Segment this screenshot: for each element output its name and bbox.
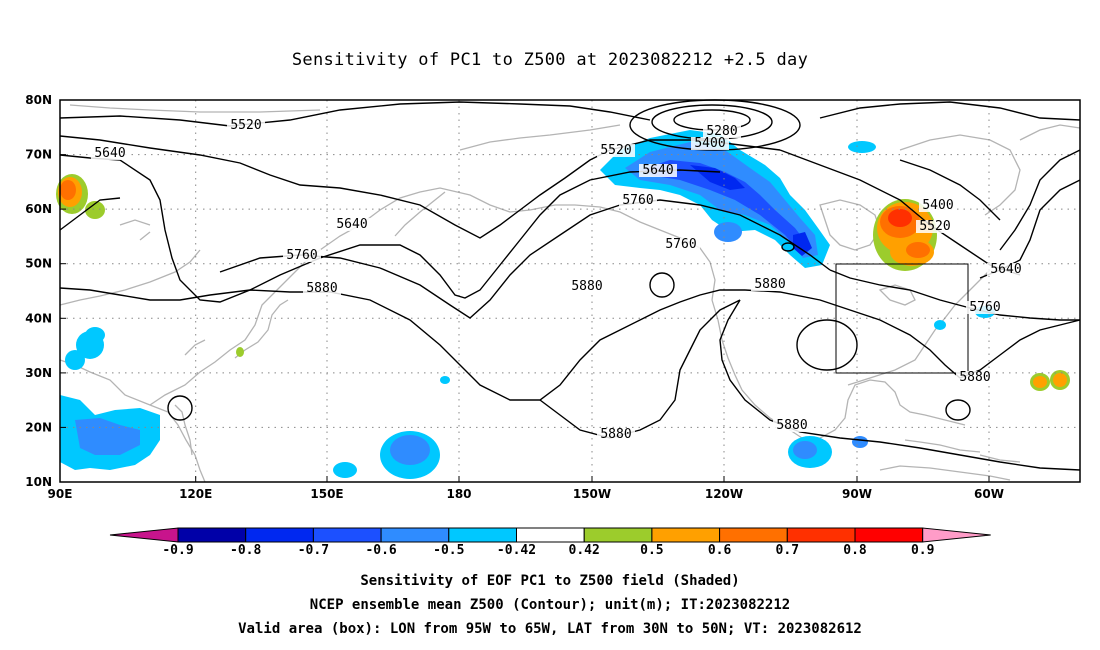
svg-text:5640: 5640 — [336, 217, 367, 232]
colorbar-segment — [854, 527, 924, 543]
colorbar-segment — [177, 527, 247, 543]
colorbar-low-extend — [109, 527, 179, 543]
contour-label: 5760 — [662, 237, 700, 252]
svg-text:5760: 5760 — [622, 193, 653, 208]
contour-label: 5640 — [333, 217, 371, 232]
colorbar-tick-label: 0.9 — [910, 543, 935, 558]
contour-label: 5760 — [966, 300, 1004, 315]
svg-text:5640: 5640 — [94, 146, 125, 161]
lat-tick-label: 30N — [25, 366, 52, 380]
colorbar-high-extend — [922, 527, 991, 543]
colorbar-segment — [786, 527, 856, 543]
lon-tick-label: 90W — [842, 487, 872, 501]
svg-text:5640: 5640 — [642, 163, 673, 178]
contour-label: 5640 — [987, 262, 1025, 277]
grid — [60, 100, 1080, 482]
colorbar-tick-label: 0.8 — [843, 543, 867, 558]
colorbar-segment — [448, 527, 517, 543]
colorbar-segment — [380, 527, 450, 543]
lon-tick-label: 120E — [179, 487, 212, 501]
contour-label: 5520 — [597, 143, 635, 158]
colorbar — [109, 527, 991, 543]
lon-tick-label: 150W — [573, 487, 611, 501]
colorbar-tick-label: -0.9 — [162, 543, 194, 558]
svg-text:5880: 5880 — [776, 418, 807, 433]
lon-tick-label: 60W — [974, 487, 1004, 501]
contour-label: 5280 — [703, 124, 741, 139]
colorbar-tick-label: 0.42 — [568, 543, 600, 558]
colorbar-segment — [583, 527, 653, 543]
colorbar-tick-label: -0.6 — [365, 543, 397, 558]
lat-tick-label: 50N — [25, 257, 52, 271]
svg-text:5520: 5520 — [600, 143, 631, 158]
contour-label: 5520 — [227, 118, 265, 133]
svg-text:5880: 5880 — [959, 370, 990, 385]
contour-label: 5880 — [751, 277, 789, 292]
contour-label: 5880 — [568, 279, 606, 294]
lon-tick-labels: 90E 120E 150E 180 150W 120W 90W 60W — [48, 476, 1004, 501]
contour-label: 5760 — [619, 193, 657, 208]
svg-text:5880: 5880 — [306, 281, 337, 296]
contour-label: 5760 — [283, 248, 321, 263]
svg-text:5880: 5880 — [600, 427, 631, 442]
lat-tick-labels: 80N 70N 60N 50N 40N 30N 20N 10N — [25, 93, 66, 489]
colorbar-segment — [245, 527, 314, 543]
svg-text:5520: 5520 — [919, 219, 950, 234]
lat-tick-label: 80N — [25, 93, 52, 107]
chart-title: Sensitivity of PC1 to Z500 at 2023082212… — [291, 50, 809, 70]
colorbar-segment — [719, 527, 788, 543]
contour-label: 5640 — [91, 146, 129, 161]
svg-text:5400: 5400 — [694, 136, 725, 151]
svg-text:5880: 5880 — [754, 277, 785, 292]
lon-tick-label: 180 — [446, 487, 471, 501]
colorbar-segment — [651, 527, 721, 543]
caption-line-1: Sensitivity of EOF PC1 to Z500 field (Sh… — [360, 573, 740, 589]
colorbar-tick-label: 0.7 — [775, 543, 800, 558]
lon-tick-label: 120W — [705, 487, 743, 501]
caption-line-2: NCEP ensemble mean Z500 (Contour); unit(… — [309, 597, 791, 613]
colorbar-segment — [516, 527, 585, 543]
svg-text:5760: 5760 — [286, 248, 317, 263]
lat-tick-label: 40N — [25, 311, 52, 325]
contour-label: 5400 — [919, 198, 957, 213]
lat-tick-label: 60N — [25, 202, 52, 216]
map-frame — [59, 99, 1081, 483]
svg-text:5520: 5520 — [230, 118, 261, 133]
colorbar-tick-label: -0.7 — [297, 543, 330, 558]
contour-label: 5400 — [691, 136, 729, 151]
lat-tick-label: 10N — [25, 475, 52, 489]
contour-label: 5520 — [916, 219, 954, 234]
svg-text:5280: 5280 — [706, 124, 737, 139]
contour-labels: 5520564052805400552056405760564057605760… — [91, 118, 1025, 442]
colorbar-tick-label: -0.8 — [230, 543, 262, 558]
colorbar-tick-label: 0.6 — [707, 543, 732, 558]
colorbar-tick-label: -0.42 — [496, 543, 537, 558]
svg-text:5400: 5400 — [922, 198, 953, 213]
contour-label: 5880 — [597, 427, 635, 442]
contour-label: 5880 — [773, 418, 811, 433]
contour-label: 5880 — [956, 370, 994, 385]
lat-tick-label: 20N — [25, 420, 52, 434]
svg-text:5640: 5640 — [990, 262, 1021, 277]
caption-line-3: Valid area (box): LON from 95W to 65W, L… — [238, 621, 862, 637]
colorbar-tick-label: -0.5 — [433, 543, 465, 558]
contour-label: 5640 — [639, 163, 677, 178]
colorbar-segment — [312, 527, 382, 543]
lat-tick-label: 70N — [25, 148, 52, 162]
svg-text:5760: 5760 — [665, 237, 696, 252]
colorbar-tick-label: 0.5 — [640, 543, 664, 558]
lon-tick-label: 90E — [48, 487, 73, 501]
valid-area-box — [835, 263, 969, 374]
lon-tick-label: 150E — [310, 487, 343, 501]
svg-text:5760: 5760 — [969, 300, 1000, 315]
svg-text:5880: 5880 — [571, 279, 602, 294]
contour-label: 5880 — [303, 281, 341, 296]
